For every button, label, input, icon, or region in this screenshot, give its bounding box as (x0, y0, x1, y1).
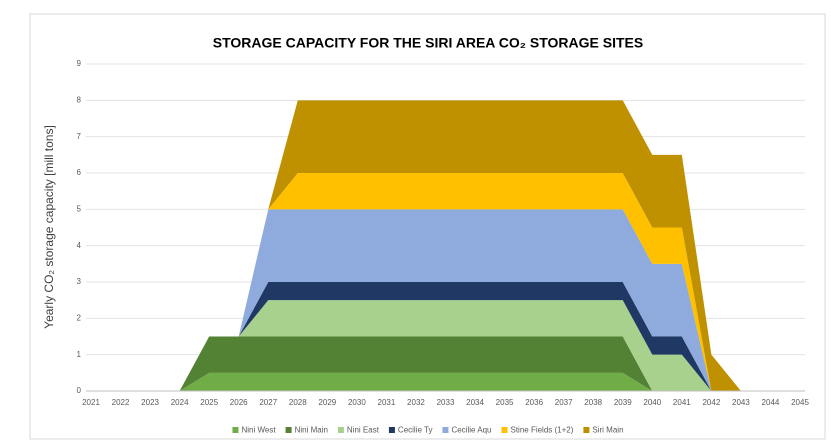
y-tick-label: 0 (77, 386, 82, 395)
x-tick-label: 2030 (348, 398, 366, 407)
x-tick-label: 2026 (230, 398, 248, 407)
legend-label: Stine Fields (1+2) (510, 426, 573, 435)
x-tick-label: 2044 (762, 398, 780, 407)
y-tick-label: 5 (77, 204, 82, 213)
x-tick-label: 2029 (318, 398, 336, 407)
x-tick-label: 2039 (614, 398, 632, 407)
y-tick-label: 8 (77, 95, 82, 104)
area (91, 100, 800, 391)
x-tick-label: 2022 (112, 398, 130, 407)
legend-label: Nini Main (295, 426, 328, 435)
y-tick-label: 2 (77, 313, 82, 322)
legend-label: Cecilie Ty (398, 426, 433, 435)
chart-title: STORAGE CAPACITY FOR THE SIRI AREA CO₂ S… (213, 35, 643, 51)
legend-label: Nini West (241, 426, 276, 435)
x-tick-label: 2037 (555, 398, 573, 407)
y-tick-label: 1 (77, 350, 82, 359)
legend-label: Nini East (347, 426, 380, 435)
area (91, 209, 800, 391)
y-tick-label: 4 (77, 241, 82, 250)
legend-swatch (501, 427, 508, 433)
legend-swatch (388, 427, 395, 433)
x-tick-label: 2023 (141, 398, 159, 407)
legend-swatch (285, 427, 292, 433)
x-tick-label: 2033 (437, 398, 455, 407)
legend-label: Siri Main (592, 426, 623, 435)
area (91, 336, 800, 391)
legend-swatch (232, 427, 239, 433)
legend-swatch (583, 427, 590, 433)
area (91, 300, 800, 391)
x-tick-label: 2028 (289, 398, 307, 407)
legend-swatch (337, 427, 344, 433)
x-tick-label: 2036 (525, 398, 543, 407)
x-tick-label: 2031 (378, 398, 396, 407)
y-tick-label: 9 (77, 59, 82, 68)
x-tick-label: 2027 (259, 398, 277, 407)
y-tick-label: 7 (77, 132, 82, 141)
x-tick-label: 2042 (702, 398, 720, 407)
x-tick-label: 2032 (407, 398, 425, 407)
x-tick-label: 2024 (171, 398, 189, 407)
x-tick-label: 2040 (643, 398, 661, 407)
x-tick-label: 2035 (496, 398, 514, 407)
legend-label: Cecilie Aqu (451, 426, 491, 435)
x-tick-label: 2021 (82, 398, 100, 407)
x-tick-label: 2043 (732, 398, 750, 407)
y-axis-label: Yearly CO₂ storage capacity [mill tons] (42, 125, 56, 329)
area (91, 372, 800, 391)
y-tick-label: 3 (77, 277, 82, 286)
x-tick-label: 2038 (584, 398, 602, 407)
x-tick-label: 2045 (791, 398, 809, 407)
legend-swatch (442, 427, 449, 433)
y-tick-label: 6 (77, 168, 82, 177)
x-tick-label: 2025 (200, 398, 218, 407)
x-tick-label: 2041 (673, 398, 691, 407)
x-tick-label: 2034 (466, 398, 484, 407)
legend: Nini West Nini Main Nini East Cecilie Ty Cec… (232, 426, 624, 435)
